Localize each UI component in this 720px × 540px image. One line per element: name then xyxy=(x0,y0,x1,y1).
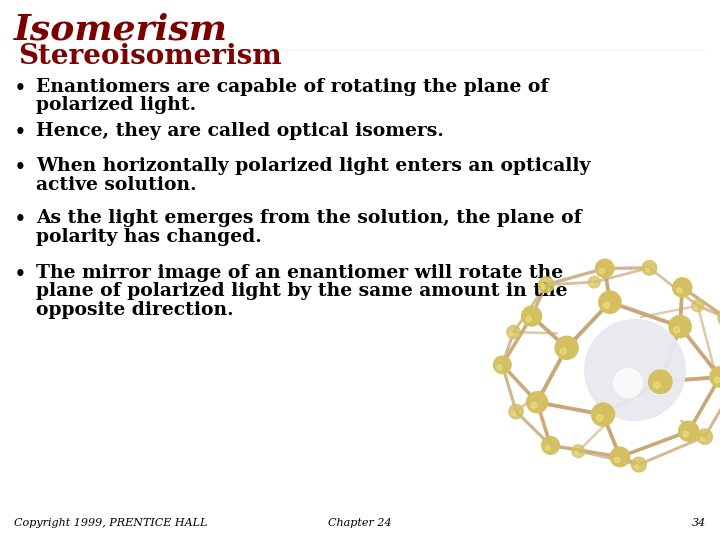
Text: Isomerism: Isomerism xyxy=(14,13,228,47)
Circle shape xyxy=(555,336,578,359)
Circle shape xyxy=(672,278,692,297)
Circle shape xyxy=(572,445,585,457)
Circle shape xyxy=(510,332,513,336)
Circle shape xyxy=(509,404,523,418)
Circle shape xyxy=(531,402,537,408)
Circle shape xyxy=(645,268,649,272)
Circle shape xyxy=(599,291,621,313)
Circle shape xyxy=(591,282,594,286)
Circle shape xyxy=(512,411,516,416)
Text: •: • xyxy=(14,122,27,144)
Circle shape xyxy=(701,437,705,441)
Circle shape xyxy=(669,315,691,338)
Circle shape xyxy=(588,276,600,288)
Circle shape xyxy=(595,259,614,278)
Circle shape xyxy=(674,327,680,333)
Circle shape xyxy=(692,300,703,312)
Text: When horizontally polarized light enters an optically: When horizontally polarized light enters… xyxy=(36,157,590,175)
Text: •: • xyxy=(14,157,27,179)
Text: As the light emerges from the solution, the plane of: As the light emerges from the solution, … xyxy=(36,209,582,227)
Circle shape xyxy=(642,260,657,275)
Circle shape xyxy=(541,285,546,289)
Circle shape xyxy=(694,306,698,309)
Text: •: • xyxy=(14,209,27,231)
Text: Chapter 24: Chapter 24 xyxy=(328,518,392,528)
Circle shape xyxy=(599,268,605,274)
Circle shape xyxy=(507,326,521,339)
Circle shape xyxy=(678,421,698,441)
Text: •: • xyxy=(14,264,27,286)
Circle shape xyxy=(596,415,603,421)
Circle shape xyxy=(493,356,511,374)
Text: polarized light.: polarized light. xyxy=(36,97,196,114)
Circle shape xyxy=(560,348,567,354)
Circle shape xyxy=(677,288,682,293)
Circle shape xyxy=(498,365,502,370)
Circle shape xyxy=(611,447,630,467)
Circle shape xyxy=(592,403,614,426)
Circle shape xyxy=(585,320,685,421)
Text: 34: 34 xyxy=(692,518,706,528)
Circle shape xyxy=(718,310,720,326)
Text: active solution.: active solution. xyxy=(36,176,197,193)
Circle shape xyxy=(575,451,578,455)
Circle shape xyxy=(631,457,647,472)
Text: The mirror image of an enantiomer will rotate the: The mirror image of an enantiomer will r… xyxy=(36,264,563,282)
Circle shape xyxy=(539,277,554,293)
Circle shape xyxy=(522,306,541,326)
Circle shape xyxy=(614,457,620,463)
Text: opposite direction.: opposite direction. xyxy=(36,301,233,319)
Text: Enantiomers are capable of rotating the plane of: Enantiomers are capable of rotating the … xyxy=(36,78,549,96)
Text: Hence, they are called optical isomers.: Hence, they are called optical isomers. xyxy=(36,122,444,140)
Circle shape xyxy=(545,446,550,450)
Text: •: • xyxy=(14,78,27,100)
Text: Copyright 1999, PRENTICE HALL: Copyright 1999, PRENTICE HALL xyxy=(14,518,207,528)
Circle shape xyxy=(654,382,660,388)
Text: plane of polarized light by the same amount in the: plane of polarized light by the same amo… xyxy=(36,282,567,300)
Circle shape xyxy=(603,302,610,309)
Text: Stereoisomerism: Stereoisomerism xyxy=(18,43,282,70)
Circle shape xyxy=(634,465,639,469)
Text: polarity has changed.: polarity has changed. xyxy=(36,227,262,246)
Circle shape xyxy=(710,367,720,387)
Circle shape xyxy=(649,370,672,394)
Circle shape xyxy=(613,369,642,397)
Circle shape xyxy=(697,429,712,444)
Circle shape xyxy=(526,316,531,322)
Circle shape xyxy=(541,436,559,454)
Circle shape xyxy=(526,392,548,413)
Circle shape xyxy=(714,377,720,383)
Circle shape xyxy=(683,431,688,437)
